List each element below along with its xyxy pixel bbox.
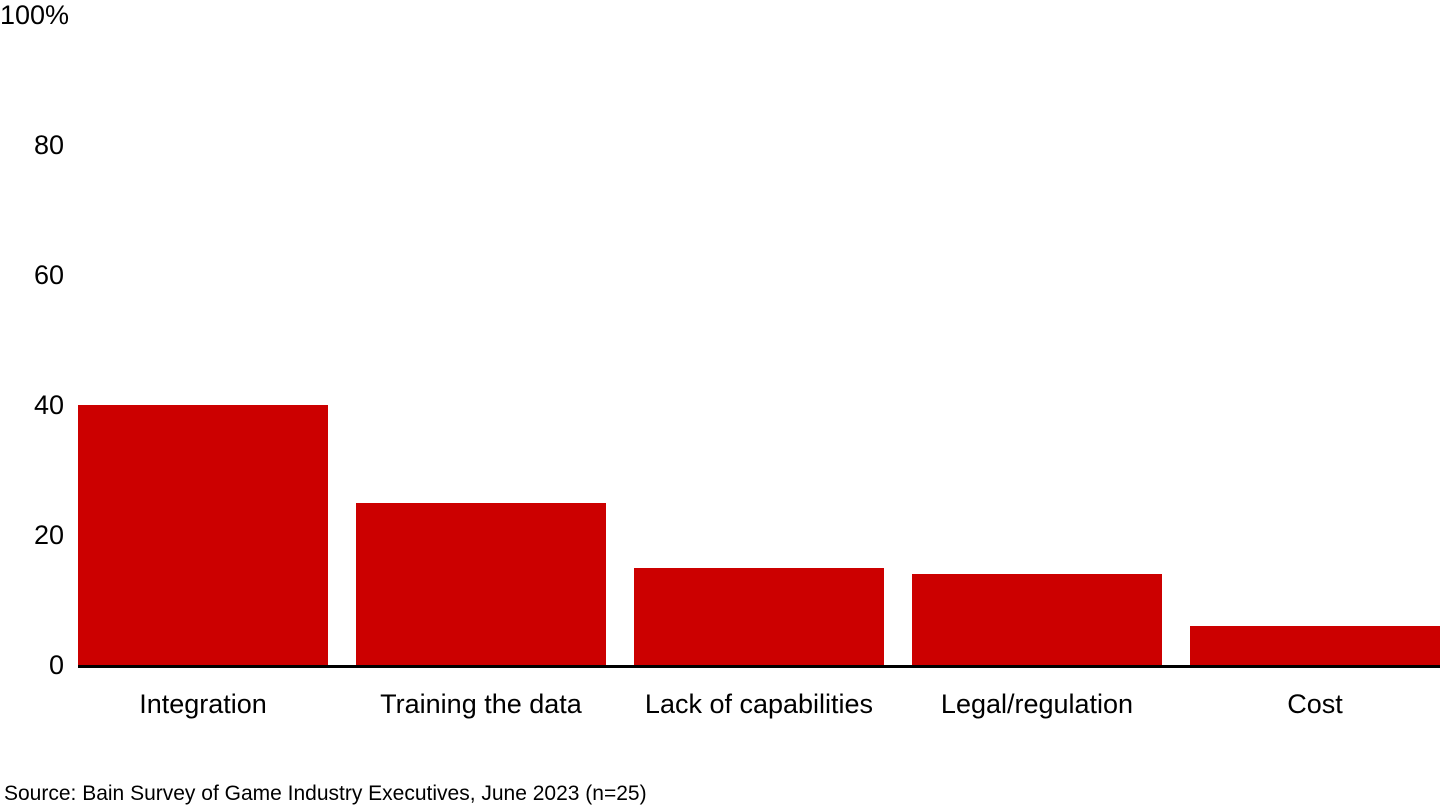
category-label-integration: Integration	[139, 689, 267, 719]
bar-lack-of-capabilities	[634, 567, 884, 665]
category-label-training-the-data: Training the data	[380, 689, 582, 719]
x-axis-category-labels: Integration Training the data Lack of capa…	[78, 690, 1440, 718]
bars-row	[78, 15, 1440, 665]
y-tick-label-100: 100%	[0, 0, 70, 30]
x-axis-line	[78, 665, 1440, 668]
y-tick-label-20: 20	[33, 520, 64, 550]
bar-integration	[78, 405, 328, 665]
y-tick-label-60: 60	[33, 260, 64, 290]
y-tick-label-0: 0	[48, 650, 64, 680]
bar-cost	[1190, 626, 1440, 665]
bar-training-the-data	[356, 502, 606, 665]
category-label-cost: Cost	[1287, 689, 1343, 719]
y-tick-label-40: 40	[33, 390, 64, 420]
category-label-legal-regulation: Legal/regulation	[940, 689, 1134, 719]
y-tick-label-80: 80	[33, 130, 64, 160]
bar-legal-regulation	[912, 574, 1162, 665]
source-note: Source: Bain Survey of Game Industry Exe…	[4, 782, 647, 805]
category-label-lack-of-capabilities: Lack of capabilities	[644, 689, 874, 719]
